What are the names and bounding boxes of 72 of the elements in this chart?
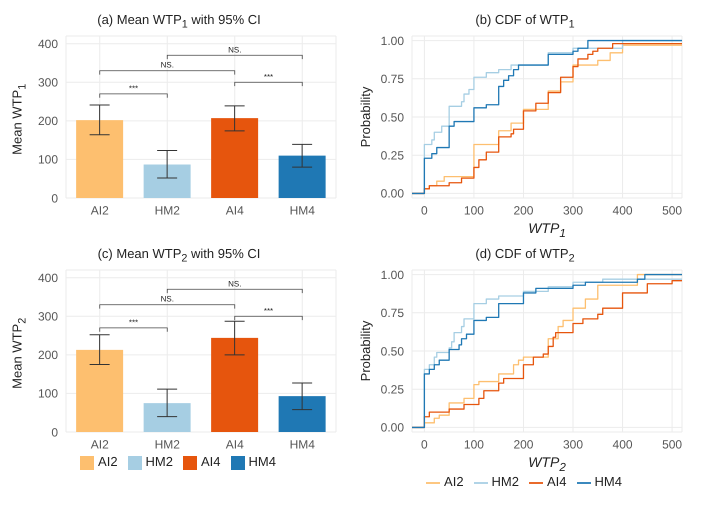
significance-bracket: NS. <box>166 45 303 60</box>
legend-label: HM4 <box>248 454 276 469</box>
y-tick-label: 0.25 <box>380 148 404 162</box>
significance-bracket: *** <box>99 318 168 332</box>
x-tick-label: HM4 <box>290 204 316 218</box>
y-tick-label: 0.75 <box>380 306 404 320</box>
chart-title: (a) Mean WTP$_{1}$ with 95% CI <box>96 12 262 31</box>
y-tick-label: 0.75 <box>380 72 404 86</box>
annotation: NS. <box>228 279 242 288</box>
significance-bracket: NS. <box>99 60 236 75</box>
x-tick-label: 400 <box>612 204 633 218</box>
y-axis-title: Probability <box>357 86 374 148</box>
x-tick-label: AI4 <box>226 438 244 452</box>
x-tick-label: AI2 <box>90 204 110 218</box>
significance-bracket: NS. <box>99 294 236 309</box>
y-tick-label: 0.25 <box>380 382 404 396</box>
chart-title: (c) Mean WTP$_{2}$ with 95% CI <box>96 246 262 265</box>
y-axis-title: Probability <box>357 320 374 382</box>
significance-bracket: *** <box>234 306 303 321</box>
y-tick-label: 400 <box>38 270 58 285</box>
x-tick-label: 100 <box>464 204 484 218</box>
x-tick-label: AI2 <box>90 438 110 452</box>
y-tick-label: 100 <box>38 386 58 401</box>
x-tick-label: HM2 <box>154 204 180 218</box>
annotation: *** <box>264 306 274 316</box>
y-tick-label: 1.00 <box>380 268 404 282</box>
significance-bracket: *** <box>99 84 168 98</box>
y-tick-label: 0.00 <box>380 420 404 435</box>
y-tick-label: 300 <box>38 76 58 90</box>
x-axis-title: WTP$_{1}$ <box>527 220 567 240</box>
y-tick-label: 300 <box>38 310 58 324</box>
x-tick-label: 500 <box>662 438 682 452</box>
y-tick-label: 200 <box>38 348 58 362</box>
annotation: *** <box>128 84 138 93</box>
y-tick-label: 100 <box>38 152 58 167</box>
x-tick-label: AI4 <box>226 204 244 218</box>
x-tick-label: 0 <box>421 204 428 218</box>
annotation: NS. <box>160 60 174 70</box>
annotation: *** <box>128 318 138 327</box>
annotation: *** <box>264 72 274 82</box>
significance-bracket: *** <box>234 72 303 87</box>
legend-label: AI2 <box>444 474 464 489</box>
y-tick-label: 0 <box>51 425 58 440</box>
legend-label: HM2 <box>492 474 519 489</box>
y-tick-label: 0.00 <box>380 186 404 201</box>
y-tick-label: 400 <box>38 36 58 51</box>
annotation: NS. <box>160 294 174 304</box>
x-tick-label: 0 <box>421 438 428 452</box>
x-tick-label: 300 <box>562 438 584 452</box>
y-tick-label: 1.00 <box>380 34 404 48</box>
x-axis-title: WTP$_{2}$ <box>527 454 567 474</box>
x-tick-label: 200 <box>513 204 534 218</box>
chart-title: (d) CDF of WTP$_{2}$ <box>474 246 576 265</box>
y-tick-label: 0.50 <box>380 110 404 124</box>
legend-label: HM2 <box>146 454 173 469</box>
legend-label: AI2 <box>98 454 118 469</box>
legend-label: HM4 <box>594 474 622 489</box>
y-tick-label: 0.50 <box>380 344 404 358</box>
y-tick-label: 0 <box>51 191 58 206</box>
y-tick-label: 200 <box>38 114 58 128</box>
annotation: NS. <box>228 45 242 54</box>
legend-label: AI4 <box>201 454 221 469</box>
chart-title: (b) CDF of WTP$_{1}$ <box>474 12 576 31</box>
x-tick-label: 100 <box>464 438 484 452</box>
legend-label: AI4 <box>547 474 567 489</box>
x-tick-label: HM4 <box>290 438 316 452</box>
x-tick-label: 500 <box>662 204 682 218</box>
x-tick-label: 400 <box>612 438 633 452</box>
x-tick-label: 300 <box>562 204 584 218</box>
x-tick-label: 200 <box>513 438 534 452</box>
significance-bracket: NS. <box>166 279 303 294</box>
x-tick-label: HM2 <box>154 438 180 452</box>
